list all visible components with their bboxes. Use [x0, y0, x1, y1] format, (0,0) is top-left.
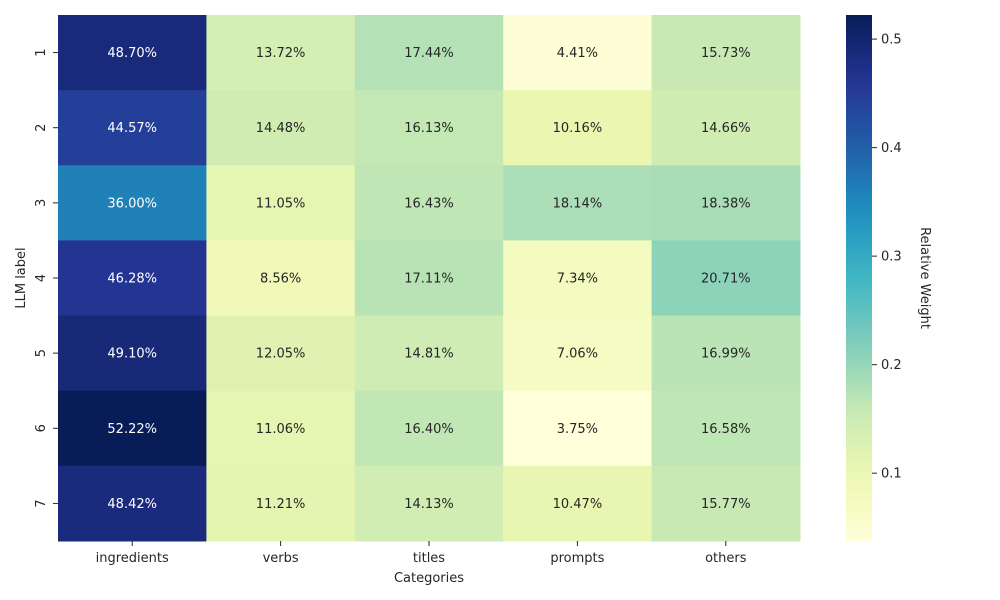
heatmap-cell [651, 90, 801, 166]
heatmap-cell [354, 315, 504, 392]
cell-value-label: 3.75% [557, 422, 598, 437]
heatmap-cell [651, 315, 801, 392]
cell-value-label: 7.06% [557, 347, 598, 362]
cell-value-label: 18.14% [553, 196, 603, 211]
heatmap-cell [206, 90, 356, 166]
heatmap-cell [206, 165, 356, 241]
heatmap-cell [206, 240, 356, 317]
cell-value-label: 17.44% [404, 46, 454, 61]
x-tick-label: titles [413, 551, 445, 566]
colorbar-tick-label: 0.4 [881, 141, 902, 156]
cell-value-label: 4.41% [557, 46, 598, 61]
y-tick-label: 5 [34, 349, 49, 357]
heatmap-cell [651, 390, 801, 467]
heatmap-cell [503, 15, 653, 91]
cell-value-label: 13.72% [256, 46, 306, 61]
colorbar-label: Relative Weight [917, 227, 932, 329]
cell-value-label: 46.28% [107, 272, 157, 287]
heatmap-cell [206, 315, 356, 392]
y-tick-label: 3 [34, 199, 49, 207]
y-tick-label: 6 [34, 424, 49, 432]
cell-value-label: 11.05% [256, 196, 306, 211]
x-axis-label: Categories [394, 571, 464, 586]
cell-value-label: 16.13% [404, 121, 454, 136]
heatmap-cell [354, 390, 504, 467]
x-tick-label: ingredients [96, 551, 169, 566]
colorbar-tick-label: 0.5 [881, 33, 902, 48]
heatmap-cell [206, 465, 356, 542]
colorbar: 0.1 0.2 0.3 0.4 0.5 Relative Weight [846, 15, 932, 541]
heatmap-cell [651, 465, 801, 542]
cell-value-label: 48.42% [107, 497, 157, 512]
cell-value-label: 49.10% [107, 347, 157, 362]
heatmap-cell [58, 465, 207, 542]
heatmap-cell [354, 465, 504, 542]
cell-value-label: 14.13% [404, 497, 454, 512]
heatmap-cell [503, 315, 653, 392]
y-tick-label: 2 [34, 124, 49, 132]
cell-value-label: 15.77% [701, 497, 751, 512]
heatmap-cell [58, 390, 207, 467]
heatmap-cell [58, 240, 207, 317]
cell-value-label: 16.40% [404, 422, 454, 437]
heatmap-cell [58, 90, 207, 166]
cell-value-label: 7.34% [557, 272, 598, 287]
heatmap-cell [354, 90, 504, 166]
cell-value-label: 11.21% [256, 497, 306, 512]
colorbar-tick-label: 0.3 [881, 250, 902, 265]
cell-value-label: 48.70% [107, 46, 157, 61]
cell-value-label: 10.16% [553, 121, 603, 136]
cell-value-label: 20.71% [701, 272, 751, 287]
cell-value-label: 14.81% [404, 347, 454, 362]
heatmap-cell [58, 15, 207, 91]
cell-value-label: 44.57% [107, 121, 157, 136]
y-tick-label: 1 [34, 48, 49, 56]
heatmap-cell [58, 165, 207, 241]
heatmap-cell [206, 390, 356, 467]
cell-value-label: 16.43% [404, 196, 454, 211]
x-tick-label: verbs [263, 551, 299, 566]
heatmap-cell [503, 390, 653, 467]
x-tick-label: others [705, 551, 747, 566]
heatmap-cell [651, 165, 801, 241]
heatmap-cell [651, 15, 801, 91]
cell-value-label: 18.38% [701, 196, 751, 211]
colorbar-ticks: 0.1 0.2 0.3 0.4 0.5 [872, 33, 902, 482]
cell-value-label: 14.48% [256, 121, 306, 136]
x-axis: ingredients verbs titles prompts others [96, 541, 747, 566]
heatmap-cell [503, 90, 653, 166]
heatmap-cell [651, 240, 801, 317]
cell-value-label: 14.66% [701, 121, 751, 136]
cell-value-label: 8.56% [260, 272, 301, 287]
heatmap-cell [503, 165, 653, 241]
heatmap-cell [354, 15, 504, 91]
y-axis-label: LLM label [14, 247, 29, 308]
cell-value-label: 36.00% [107, 196, 157, 211]
colorbar-tick-label: 0.1 [881, 467, 902, 482]
x-tick-label: prompts [550, 551, 604, 566]
cell-value-label: 11.06% [256, 422, 306, 437]
y-tick-label: 7 [34, 499, 49, 507]
cell-value-label: 15.73% [701, 46, 751, 61]
heatmap-cell-labels: 48.70% 13.72% 17.44% 4.41% 15.73% 44.57% 14.48… [107, 46, 750, 512]
cell-value-label: 52.22% [107, 422, 157, 437]
cell-value-label: 12.05% [256, 347, 306, 362]
y-axis: 1 2 3 4 5 6 7 [34, 48, 58, 508]
heatmap-cell [354, 240, 504, 317]
y-tick-label: 4 [34, 274, 49, 282]
cell-value-label: 17.11% [404, 272, 454, 287]
cell-value-label: 16.99% [701, 347, 751, 362]
heatmap-cell [58, 315, 207, 392]
heatmap-cells [58, 15, 801, 542]
heatmap-cell [354, 165, 504, 241]
cell-value-label: 10.47% [553, 497, 603, 512]
cell-value-label: 16.58% [701, 422, 751, 437]
heatmap-cell [206, 15, 356, 91]
colorbar-tick-label: 0.2 [881, 358, 902, 373]
heatmap-cell [503, 465, 653, 542]
heatmap-cell [503, 240, 653, 317]
colorbar-gradient [846, 15, 872, 541]
